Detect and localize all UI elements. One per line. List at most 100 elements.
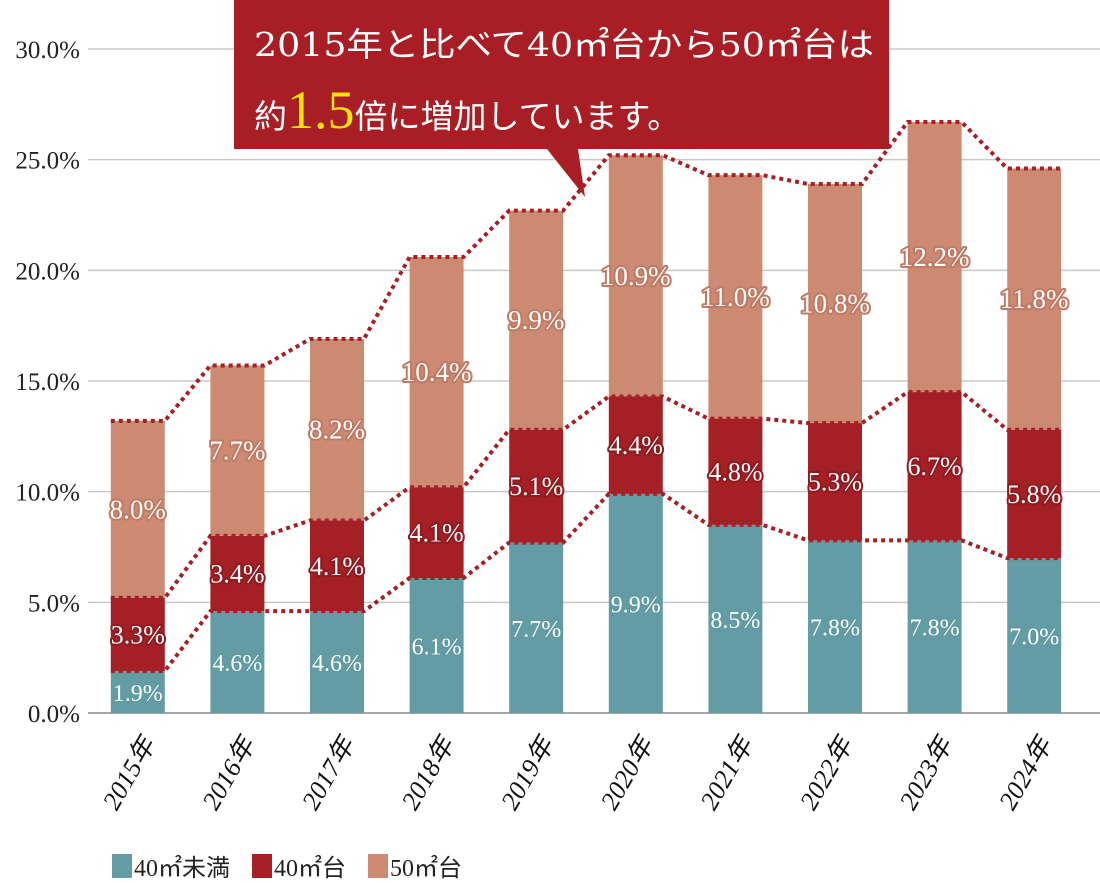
bar-segment-under-40 xyxy=(708,524,763,713)
bar-segment-40s xyxy=(608,396,663,494)
legend: 40㎡未満 40㎡台 50㎡台 xyxy=(112,848,462,883)
y-tick-label: 0.0% xyxy=(28,701,80,728)
x-tick-label: 2023年 xyxy=(894,730,960,815)
bar-segment-40s xyxy=(907,392,962,541)
x-tick-label: 2018年 xyxy=(396,730,462,815)
data-label: 6.7% xyxy=(908,452,962,481)
data-label: 11.0% xyxy=(701,282,770,312)
bar-segment-50s xyxy=(907,122,962,393)
data-label: 4.6% xyxy=(212,651,262,677)
callout-emphasis: 1.5 xyxy=(287,80,355,140)
legend-swatch xyxy=(368,853,388,878)
legend-label: 40㎡台 xyxy=(274,856,346,882)
callout-line-1: 2015年と比べて40㎡台から50㎡台は xyxy=(254,25,874,64)
data-label: 4.1% xyxy=(410,519,464,548)
data-label: 8.5% xyxy=(710,608,760,634)
bar-segment-40s xyxy=(210,535,265,612)
bar-segment-50s xyxy=(110,420,165,598)
data-label: 9.9% xyxy=(508,305,564,335)
callout-prefix: 約 xyxy=(254,97,287,136)
legend-label: 40㎡未満 xyxy=(134,856,230,882)
y-tick-label: 15.0% xyxy=(15,369,80,396)
data-label: 7.0% xyxy=(1009,625,1059,651)
bar-segment-40s xyxy=(1007,429,1062,559)
bar-segment-under-40 xyxy=(608,493,663,713)
x-tick-label: 2024年 xyxy=(993,730,1059,815)
data-label: 1.9% xyxy=(113,681,163,707)
bar-segment-under-40 xyxy=(310,611,364,713)
legend-swatch xyxy=(252,853,272,878)
x-tick-label: 2019年 xyxy=(495,730,561,815)
bar-segment-50s xyxy=(310,338,364,521)
data-label: 4.1% xyxy=(310,552,364,581)
y-axis: 0.0% 5.0% 10.0% 15.0% 20.0% 25.0% 30.0% xyxy=(15,37,80,728)
y-tick-label: 20.0% xyxy=(15,258,80,285)
legend-item-40s: 40㎡台 xyxy=(252,848,346,883)
data-label: 7.8% xyxy=(910,616,960,642)
callout-shape xyxy=(234,0,889,197)
bar-segment-50s xyxy=(1007,168,1062,430)
data-label: 4.8% xyxy=(708,458,762,487)
data-label: 8.0% xyxy=(110,494,166,524)
bar-segment-50s xyxy=(808,184,862,424)
data-label: 9.9% xyxy=(611,592,661,618)
data-label: 7.8% xyxy=(810,616,860,642)
bar-segment-under-40 xyxy=(409,577,464,713)
legend-label: 50㎡台 xyxy=(390,856,462,882)
legend-item-under-40: 40㎡未満 xyxy=(112,848,230,883)
x-tick-label: 2017年 xyxy=(296,730,362,815)
bar-segment-under-40 xyxy=(907,540,962,713)
connector-lines xyxy=(110,120,1062,673)
data-label: 5.8% xyxy=(1007,480,1061,509)
bar-segment-40s xyxy=(110,597,165,671)
bar-segment-50s xyxy=(409,257,464,488)
data-label: 6.1% xyxy=(412,634,462,660)
data-label: 12.2% xyxy=(900,242,970,272)
connector-line xyxy=(110,390,1062,600)
data-label: 3.4% xyxy=(210,560,264,589)
bar-segment-under-40 xyxy=(509,542,564,713)
data-label: 10.8% xyxy=(800,289,870,319)
x-axis: 2015年 2016年 2017年 2018年 2019年 2020年 2021年 2022年… xyxy=(97,730,1059,815)
data-label: 5.1% xyxy=(509,472,563,501)
x-tick-label: 2015年 xyxy=(97,730,163,815)
bar-segment-40s xyxy=(509,429,564,543)
x-tick-label: 2022年 xyxy=(794,730,860,815)
y-tick-label: 5.0% xyxy=(28,590,80,617)
bars xyxy=(110,122,1062,713)
bar-segment-under-40 xyxy=(1007,558,1062,713)
data-label: 7.7% xyxy=(511,617,561,643)
connector-line xyxy=(110,491,1062,673)
callout-box: 2015年と比べて40㎡台から50㎡台は 約1.5倍に増加しています。 xyxy=(234,0,889,197)
bar-segment-40s xyxy=(310,520,364,612)
x-tick-label: 2021年 xyxy=(694,730,760,815)
bar-segment-40s xyxy=(808,423,862,541)
bar-segment-under-40 xyxy=(210,611,265,713)
data-label: 3.3% xyxy=(111,620,165,649)
y-tick-label: 30.0% xyxy=(15,37,80,64)
bar-segment-50s xyxy=(608,155,663,397)
callout-suffix: 倍に増加しています。 xyxy=(355,97,681,136)
callout-line-2: 約1.5倍に増加しています。 xyxy=(254,80,680,140)
bar-segment-50s xyxy=(210,365,265,536)
bar-segment-under-40 xyxy=(808,540,862,713)
data-label: 5.3% xyxy=(808,468,862,497)
data-labels: 1.9% 4.6% 4.6% 6.1% 7.7% 9.9% 8.5% 7.8% 7.8% 7.0%… xyxy=(108,240,1071,708)
y-tick-label: 25.0% xyxy=(15,148,80,175)
y-tick-label: 10.0% xyxy=(15,480,80,507)
data-label: 7.7% xyxy=(209,436,265,466)
x-tick-label: 2016年 xyxy=(196,730,262,815)
data-label: 4.6% xyxy=(312,651,362,677)
connector-line xyxy=(110,120,1062,423)
bar-segment-40s xyxy=(409,487,464,578)
bar-segment-50s xyxy=(708,175,763,419)
data-label: 10.4% xyxy=(402,357,472,387)
legend-swatch xyxy=(112,853,132,878)
data-label: 8.2% xyxy=(309,415,365,445)
legend-item-50s: 50㎡台 xyxy=(368,848,462,883)
bar-segment-under-40 xyxy=(110,670,165,713)
bar-segment-40s xyxy=(708,418,763,525)
data-label: 10.9% xyxy=(601,261,671,291)
data-label: 11.8% xyxy=(1000,284,1069,314)
